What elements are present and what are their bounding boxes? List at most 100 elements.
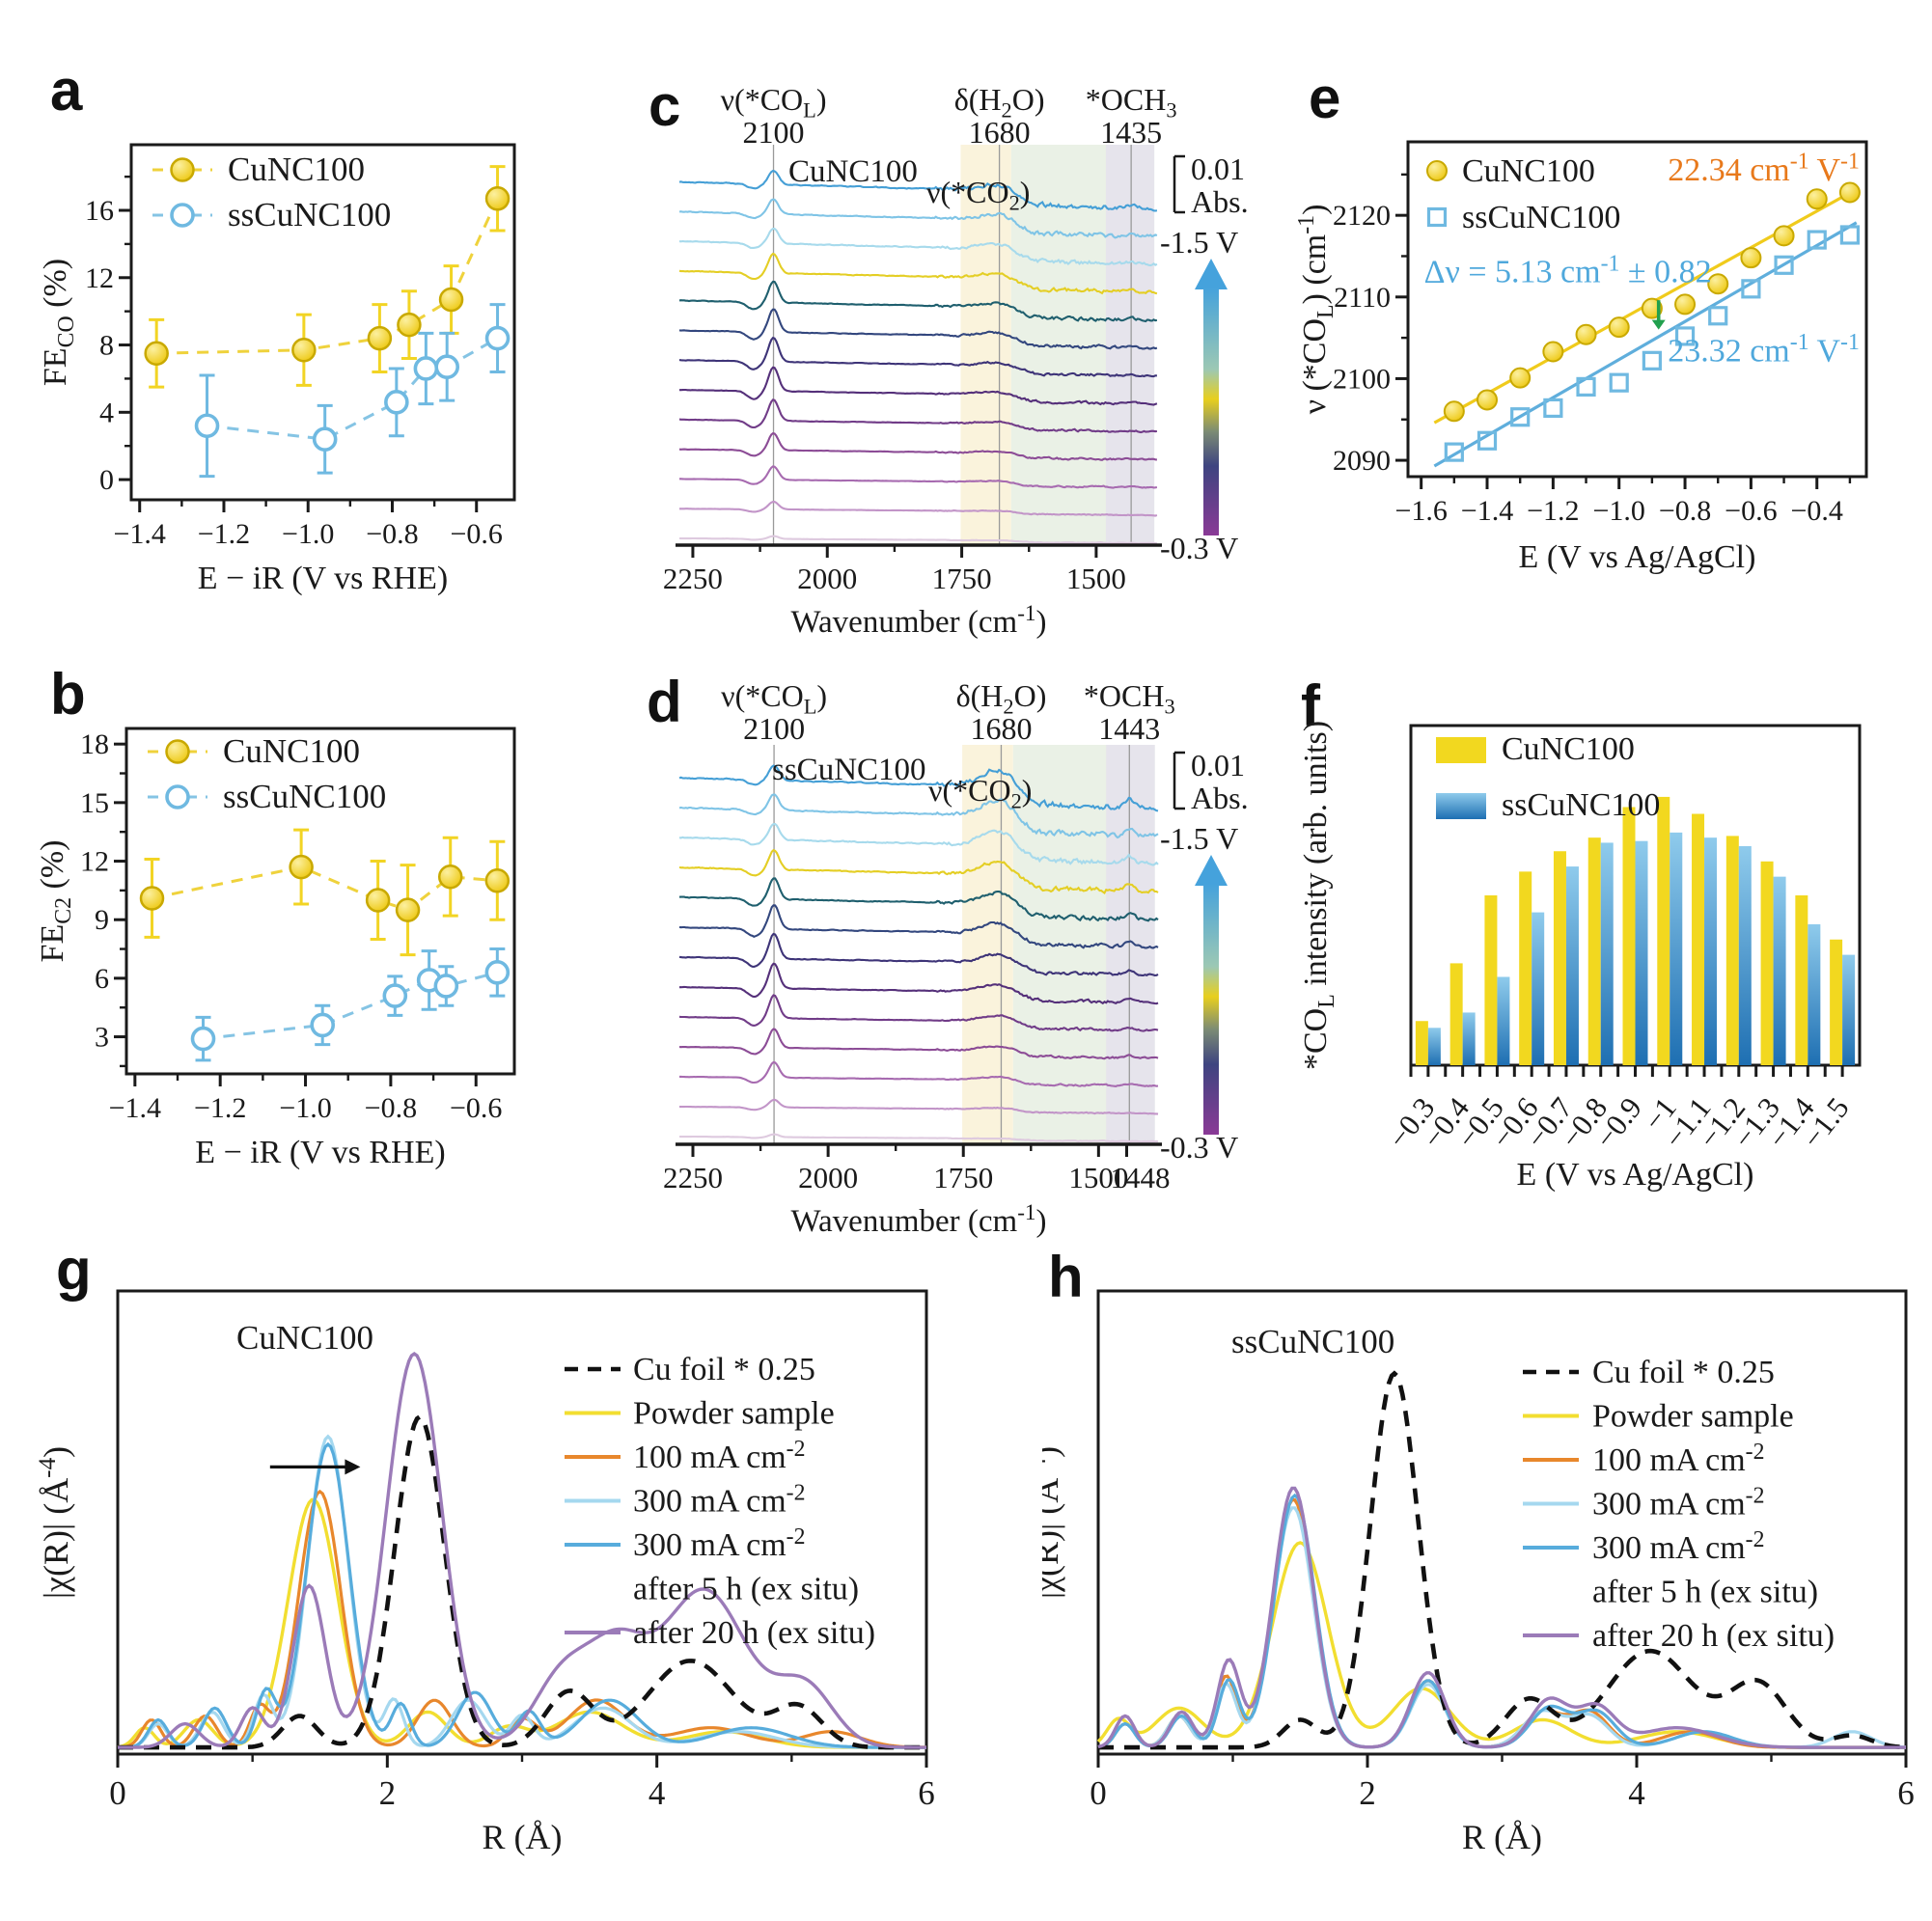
panel-h-letter: h (1048, 1245, 1084, 1309)
legend: CuNC100 ssCuNC100 (148, 732, 386, 815)
svg-text:ν(*CO2): ν(*CO2) (928, 773, 1032, 813)
spectra-curves (678, 169, 1158, 545)
series-ssCuNC100 (190, 947, 511, 1062)
series-Powder sample (117, 1497, 926, 1749)
axes: 0 2 4 6 R (Å) |χ(R)| (Å-4) (39, 1289, 935, 1856)
svg-text:15: 15 (80, 787, 109, 819)
svg-text:1448: 1448 (1110, 1161, 1170, 1194)
svg-text:CuNC100: CuNC100 (223, 732, 360, 770)
svg-text:100 mA cm-2: 100 mA cm-2 (633, 1437, 806, 1475)
svg-text:0: 0 (109, 1774, 126, 1812)
svg-text:-1.5 V: -1.5 V (1160, 821, 1238, 856)
panel-h: h 0 2 4 6 R (Å) |χ(R)| (Å-4) ssCuNC100 Cu foil … (1042, 1235, 1932, 1918)
peak-labels: ν(*COL) δ(H2O) *OCH3 2100 1680 1435 (721, 82, 1177, 150)
col-intensity-bar-chart: −0.3−0.4−0.5−0.6−0.7−0.8−0.9−1−1.1−1.2−1… (1298, 721, 1862, 1193)
svg-text:Cu foil * 0.25: Cu foil * 0.25 (1592, 1355, 1775, 1390)
series-after 20 h (ex situ) (1097, 1486, 1906, 1749)
series-ssCuNC100 (1433, 221, 1861, 468)
svg-text:6: 6 (1897, 1774, 1915, 1812)
svg-text:−1.4: −1.4 (114, 518, 166, 550)
spectrum-curve (678, 1133, 1159, 1143)
spectrum-curve (678, 823, 1159, 866)
panel-e-letter: e (1309, 66, 1341, 130)
svg-text:6: 6 (918, 1774, 935, 1812)
svg-text:1750: 1750 (932, 562, 992, 595)
svg-text:1500: 1500 (1068, 1161, 1128, 1194)
spectrum-curve (678, 994, 1159, 1032)
peak-labels: ν(*COL) δ(H2O) *OCH3 2100 1680 1443 (721, 678, 1175, 746)
x-axis: 2250 2000 1750 1500 Wavenumber (cm-1) (663, 543, 1162, 640)
sscunc100-exafs-chart: 0 2 4 6 R (Å) |χ(R)| (Å-4) ssCuNC100 Cu foil * … (1042, 1289, 1915, 1856)
svg-text:2250: 2250 (663, 1161, 723, 1194)
spectrum-curve (678, 793, 1159, 839)
svg-text:δ(H2O): δ(H2O) (956, 678, 1047, 719)
fec2-scatter-chart: −1.4 −1.2 −1.0 −0.8 −0.6 3 6 9 12 15 18 E − iR (V v… (39, 727, 516, 1170)
svg-text:Powder sample: Powder sample (1592, 1399, 1794, 1435)
spectrum-curve (679, 501, 1158, 517)
panel-b-letter: b (50, 662, 86, 727)
spectrum-curve (679, 1098, 1159, 1115)
svg-text:6: 6 (95, 963, 109, 995)
spectrum-curve (679, 465, 1158, 489)
series-CuNC100 (144, 165, 511, 389)
axes: −1.4 −1.2 −1.0 −0.8 −0.6 0 4 8 12 16 E − iR (V vs … (39, 143, 516, 596)
spectrum-curve (679, 962, 1159, 1005)
svg-text:|χ(R)| (Å-4): |χ(R)| (Å-4) (39, 1446, 75, 1599)
spectrum-curve (678, 877, 1159, 922)
svg-text:*COL intensity (arb. units): *COL intensity (arb. units) (1298, 721, 1339, 1070)
feco-scatter-chart: −1.4 −1.2 −1.0 −0.8 −0.6 0 4 8 12 16 E − iR (V vs … (39, 143, 516, 596)
svg-text:*OCH3: *OCH3 (1084, 678, 1175, 719)
cunc100-exafs-chart: 0 2 4 6 R (Å) |χ(R)| (Å-4) CuNC100 Cu foil * 0.… (39, 1289, 935, 1856)
spectrum-curve (678, 848, 1159, 895)
svg-text:FECO (%): FECO (%) (39, 259, 79, 386)
svg-text:CuNC100: CuNC100 (1502, 731, 1635, 767)
svg-text:ssCuNC100: ssCuNC100 (1231, 1323, 1394, 1360)
potential-colorbar (1195, 259, 1228, 535)
svg-text:ssCuNC100: ssCuNC100 (772, 753, 926, 787)
svg-text:E (V vs Ag/AgCl): E (V vs Ag/AgCl) (1519, 539, 1756, 575)
svg-text:16: 16 (85, 195, 114, 227)
svg-text:−1.6: −1.6 (1394, 495, 1447, 527)
panel-c: c 2250 2000 1750 1500 Wavenumber (cm-1) ν(*CO… (637, 68, 1295, 656)
svg-text:1435: 1435 (1100, 115, 1162, 150)
curves (1096, 1370, 1907, 1750)
svg-text:2100: 2100 (743, 711, 805, 746)
spectrum-curve (678, 252, 1158, 295)
spectrum-curve (679, 366, 1158, 406)
svg-text:100 mA cm-2: 100 mA cm-2 (1592, 1440, 1765, 1478)
svg-text:−0.6: −0.6 (1725, 495, 1777, 527)
delta-arrow (1651, 300, 1666, 330)
svg-text:ssCuNC100: ssCuNC100 (228, 196, 391, 233)
svg-text:ν(*CO2): ν(*CO2) (926, 175, 1030, 215)
spectrum-curve (678, 169, 1158, 212)
panel-e: e −1.6 −1.4 −1.2 −1.0 −0.8 −0.6 −0.4 2090 2100 21… (1293, 58, 1932, 642)
spectrum-curve (678, 431, 1157, 461)
svg-text:2: 2 (1359, 1774, 1376, 1812)
svg-text:300 mA cm-2: 300 mA cm-2 (1592, 1527, 1765, 1566)
spectrum-curve (678, 904, 1159, 949)
svg-text:300 mA cm-2: 300 mA cm-2 (633, 1524, 806, 1563)
series-300 mA cm-2 after 5 h (ex situ) (118, 1441, 926, 1749)
svg-text:Abs.: Abs. (1191, 184, 1249, 219)
svg-text:FEC2 (%): FEC2 (%) (39, 840, 76, 963)
svg-text:−1.4: −1.4 (1461, 495, 1513, 527)
svg-text:−0.6: −0.6 (451, 518, 503, 550)
svg-text:2120: 2120 (1333, 200, 1391, 232)
svg-text:Cu foil * 0.25: Cu foil * 0.25 (633, 1352, 815, 1387)
shift-arrow (269, 1459, 361, 1475)
spectrum-curve (678, 308, 1158, 350)
svg-text:300 mA cm-2: 300 mA cm-2 (1592, 1483, 1765, 1522)
svg-text:Wavenumber (cm-1): Wavenumber (cm-1) (791, 600, 1047, 640)
svg-text:ssCuNC100: ssCuNC100 (223, 778, 386, 815)
svg-text:-0.3 V: -0.3 V (1160, 1130, 1238, 1165)
svg-text:ν (*COL) (cm-1): ν (*COL) (cm-1) (1294, 205, 1339, 415)
panel-c-letter: c (649, 73, 681, 138)
svg-text:0: 0 (99, 464, 114, 496)
svg-text:9: 9 (95, 904, 109, 936)
cunc100-ftir-spectra-chart: 2250 2000 1750 1500 Wavenumber (cm-1) ν(*COL)… (663, 82, 1249, 640)
spectrum-curve (678, 398, 1158, 434)
svg-text:4: 4 (649, 1774, 666, 1812)
